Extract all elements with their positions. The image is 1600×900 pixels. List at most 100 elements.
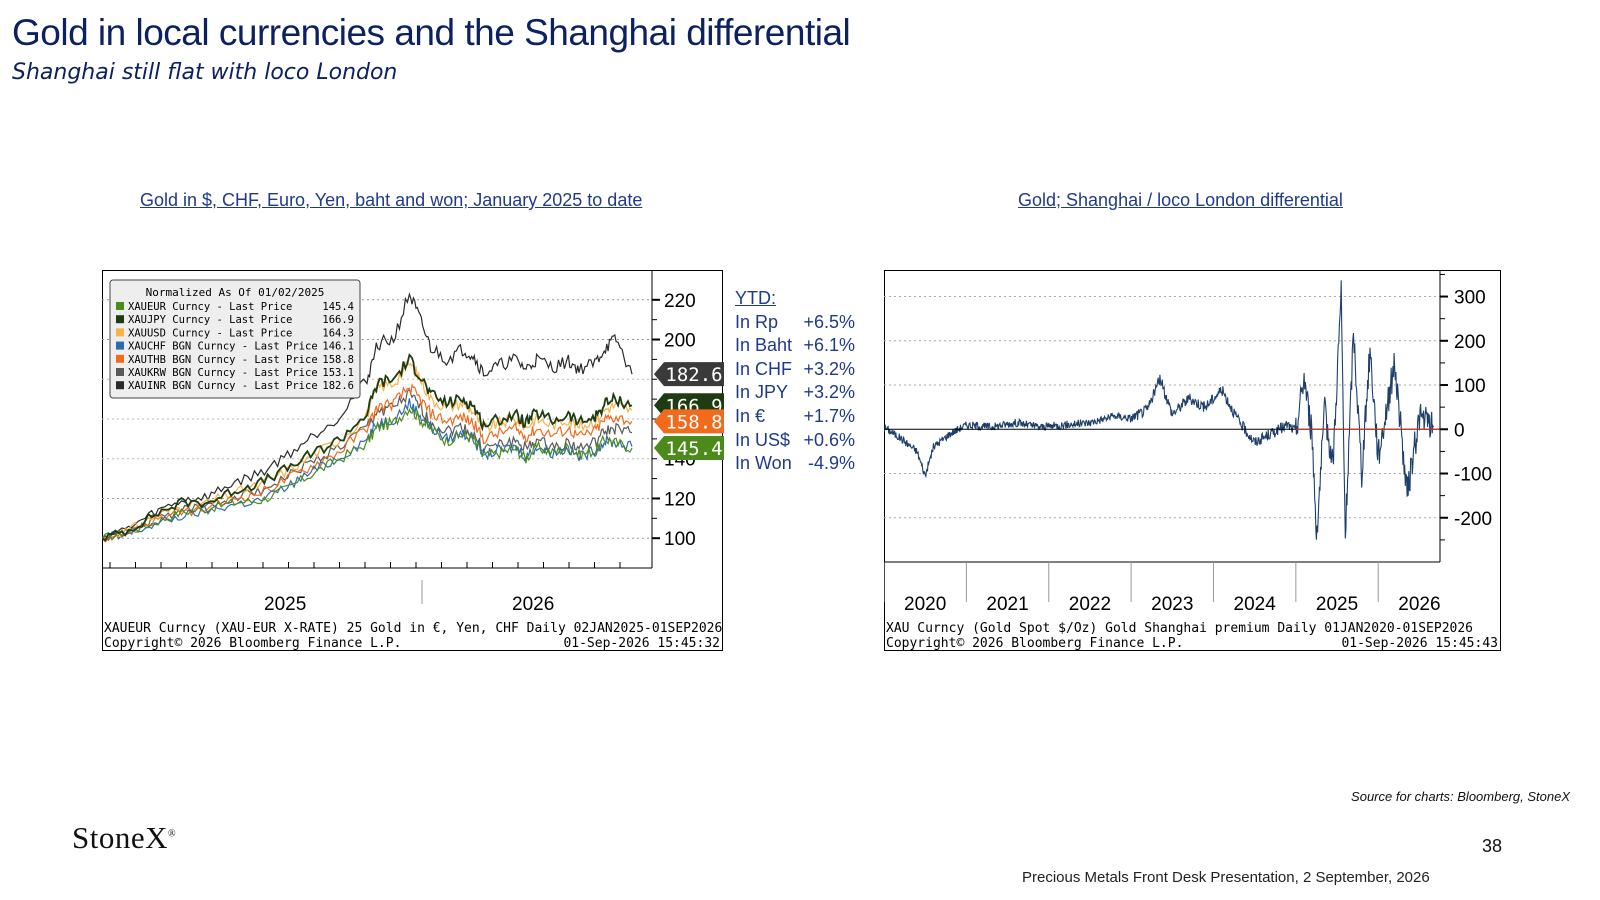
left-series-line [102,361,633,539]
left-series-line [102,383,633,543]
left-chart-series [102,292,633,543]
left-chart-footer-desc: XAUEUR Curncy (XAU-EUR X-RATE) 25 Gold i… [104,621,722,636]
legend-swatch [116,302,124,310]
right-ytick-label: 300 [1454,288,1486,309]
source-note: Source for charts: Bloomberg, StoneX [1351,789,1570,804]
legend-series-name: XAUJPY Curncy - Last Price [128,314,292,326]
page-number: 38 [1482,836,1503,856]
right-chart-xticks: 2020 2021 2022 2023 2024 2025 2026 [884,562,1441,615]
end-label-value: 158.8 [665,411,722,433]
left-ytick-label: 220 [664,291,696,312]
left-series-line [102,292,633,541]
ytd-panel: YTD: In Rp +6.5% In Baht +6.1% In CHF +3.2% In… [735,287,855,476]
legend-title: Normalized As Of 01/02/2025 [146,286,325,299]
ytd-value: +1.7% [803,405,855,426]
left-series-line [102,353,633,542]
right-xtick-label: 2023 [1151,594,1193,615]
logo-registered-mark: ® [168,828,177,840]
left-chart-caption: Gold in $, CHF, Euro, Yen, baht and won;… [140,190,643,210]
right-xtick-label: 2025 [1316,594,1358,615]
right-ytick-label: 100 [1454,376,1486,397]
left-chart-footer-timestamp: 01-Sep-2026 15:45:32 [563,636,720,651]
ytd-row: In CHF +3.2% [735,358,855,382]
right-chart-footer-timestamp: 01-Sep-2026 15:45:43 [1341,636,1498,651]
right-chart-frame [884,270,1501,651]
ytd-value: +0.6% [803,429,855,450]
legend-series-value: 153.1 [322,367,354,379]
page-title: Gold in local currencies and the Shangha… [12,12,851,53]
ytd-row: In Baht +6.1% [735,334,855,358]
ytd-value: +3.2% [803,358,855,379]
legend-series-name: XAUINR BGN Curncy - Last Price [128,380,318,392]
ytd-label: In CHF [735,358,793,379]
legend-swatch [116,315,124,324]
end-label-tag [654,362,724,387]
legend-series-value: 146.1 [322,341,354,353]
right-chart-footer-desc: XAU Curncy (Gold Spot $/Oz) Gold Shangha… [886,621,1473,636]
legend-box [109,279,361,399]
legend-swatch [116,368,124,376]
legend-series-name: XAUEUR Curncy - Last Price [128,301,292,313]
ytd-row: In JPY +3.2% [735,381,855,405]
right-ytick-label: -100 [1454,465,1492,486]
left-chart-xticks [109,562,621,568]
ytd-value: +6.5% [803,311,855,332]
legend-swatch [116,341,124,350]
right-ytick-label: 200 [1454,332,1486,353]
left-series-line [102,407,633,541]
end-label-tag [654,409,724,434]
ytd-label: In € [735,405,766,426]
ytd-label: In JPY [735,382,789,403]
legend-series-name: XAUCHF BGN Curncy - Last Price [128,341,318,353]
ytd-label: In Won [735,453,792,474]
right-xtick-label: 2020 [904,594,946,615]
presentation-footer: Precious Metals Front Desk Presentation,… [1022,869,1430,886]
ytd-label: In Rp [735,311,779,332]
legend-swatch [116,354,124,363]
legend-series-value: 164.3 [322,327,354,339]
ytd-heading: YTD: [735,288,777,308]
legend-swatch [116,328,124,337]
ytd-row: In US$ +0.6% [735,429,855,453]
left-chart-xlabel-2026: 2026 [512,594,554,615]
left-ytick-label: 100 [664,529,696,550]
legend-series-value: 166.9 [322,314,354,326]
end-label-value: 145.4 [665,438,722,460]
ytd-label: In US$ [735,429,791,450]
ytd-value: -4.9% [807,453,855,474]
ytd-value: +3.2% [803,382,855,403]
page-subtitle: Shanghai still flat with loco London [12,60,398,85]
legend-series-name: XAUTHB BGN Curncy - Last Price [128,354,318,366]
right-chart-caption: Gold; Shanghai / loco London differentia… [1018,190,1343,210]
right-xtick-label: 2021 [986,594,1028,615]
right-ytick-label: -200 [1454,509,1492,530]
ytd-row: In € +1.7% [735,405,855,429]
right-xtick-label: 2022 [1069,594,1111,615]
left-chart-xlabel-2025: 2025 [264,594,306,615]
legend-series-name: XAUKRW BGN Curncy - Last Price [128,367,318,379]
ytd-value: +6.1% [803,335,855,356]
ytd-row: In Rp +6.5% [735,311,855,335]
right-chart-series [884,280,1440,540]
right-xtick-label: 2026 [1398,594,1440,615]
end-label-tag [654,436,724,461]
ytd-row: In Won -4.9% [735,452,855,476]
right-ytick-label: 0 [1454,420,1465,441]
left-chart-footer-copyright: Copyright© 2026 Bloomberg Finance L.P. [104,636,401,651]
right-series-line [884,280,1434,540]
ytd-label: In Baht [735,335,793,356]
right-xtick-label: 2024 [1234,594,1277,615]
end-label-value: 182.6 [665,364,722,386]
left-chart-legend: Normalized As Of 01/02/2025 XAUEUR Curnc… [109,279,361,399]
right-chart-yticks: 300 200 100 0 -100 -200 [1440,273,1492,541]
left-ytick-label: 120 [664,489,696,510]
right-chart-footer-copyright: Copyright© 2026 Bloomberg Finance L.P. [886,636,1183,651]
left-ytick-label: 200 [664,331,696,352]
legend-swatch [116,381,124,390]
legend-series-value: 182.6 [322,380,354,392]
legend-series-name: XAUUSD Curncy - Last Price [128,327,292,339]
stonex-logo: StoneX® [72,820,177,855]
